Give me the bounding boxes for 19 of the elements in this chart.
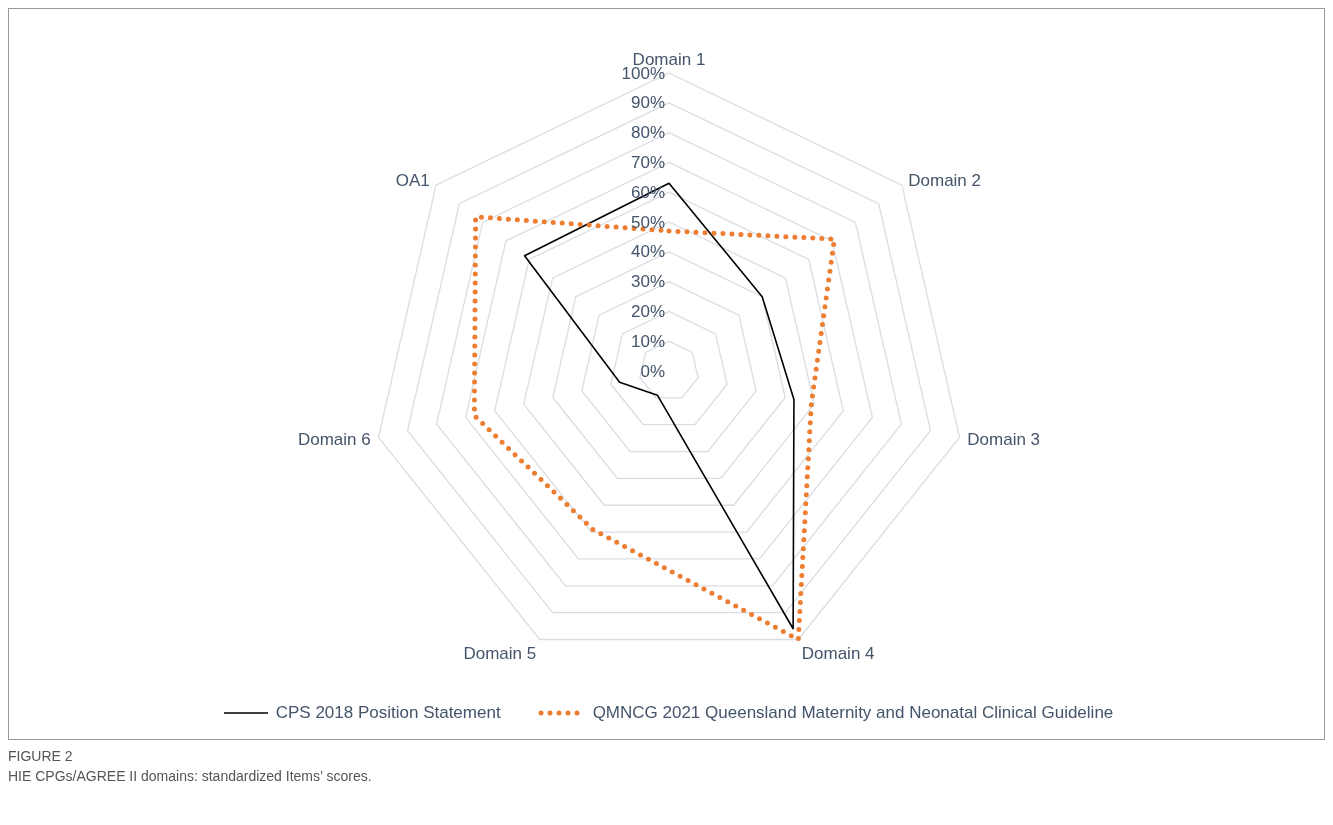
spoke-label: Domain 5 (463, 643, 537, 663)
text: HIE CPGs/AGREE II domains: standardized Items’ scores. (8, 768, 373, 784)
y-tick-label: 30% (630, 272, 665, 292)
legend-label: QMNCG 2021 Queensland Maternity and Neonatal Clinical Guideline (592, 703, 1114, 723)
spoke-label: OA1 (395, 171, 430, 191)
spoke-label: Domain 2 (908, 171, 982, 191)
y-tick-label: 40% (630, 242, 665, 262)
y-tick-label: 90% (630, 93, 665, 113)
y-tick-label: 50% (630, 212, 665, 232)
legend-label: CPS 2018 Position Statement (275, 703, 501, 723)
spoke-label: Domain 3 (967, 430, 1041, 450)
caption: FIGURE 2 (8, 748, 74, 764)
y-tick-label: 0% (640, 361, 665, 381)
spoke-label: Domain 4 (801, 643, 875, 663)
y-tick-label: 20% (630, 301, 665, 321)
spoke-label: Domain 6 (297, 430, 371, 450)
y-tick-label: 80% (630, 123, 665, 143)
y-tick-label: 70% (630, 152, 665, 172)
y-tick-label: 10% (630, 331, 665, 351)
